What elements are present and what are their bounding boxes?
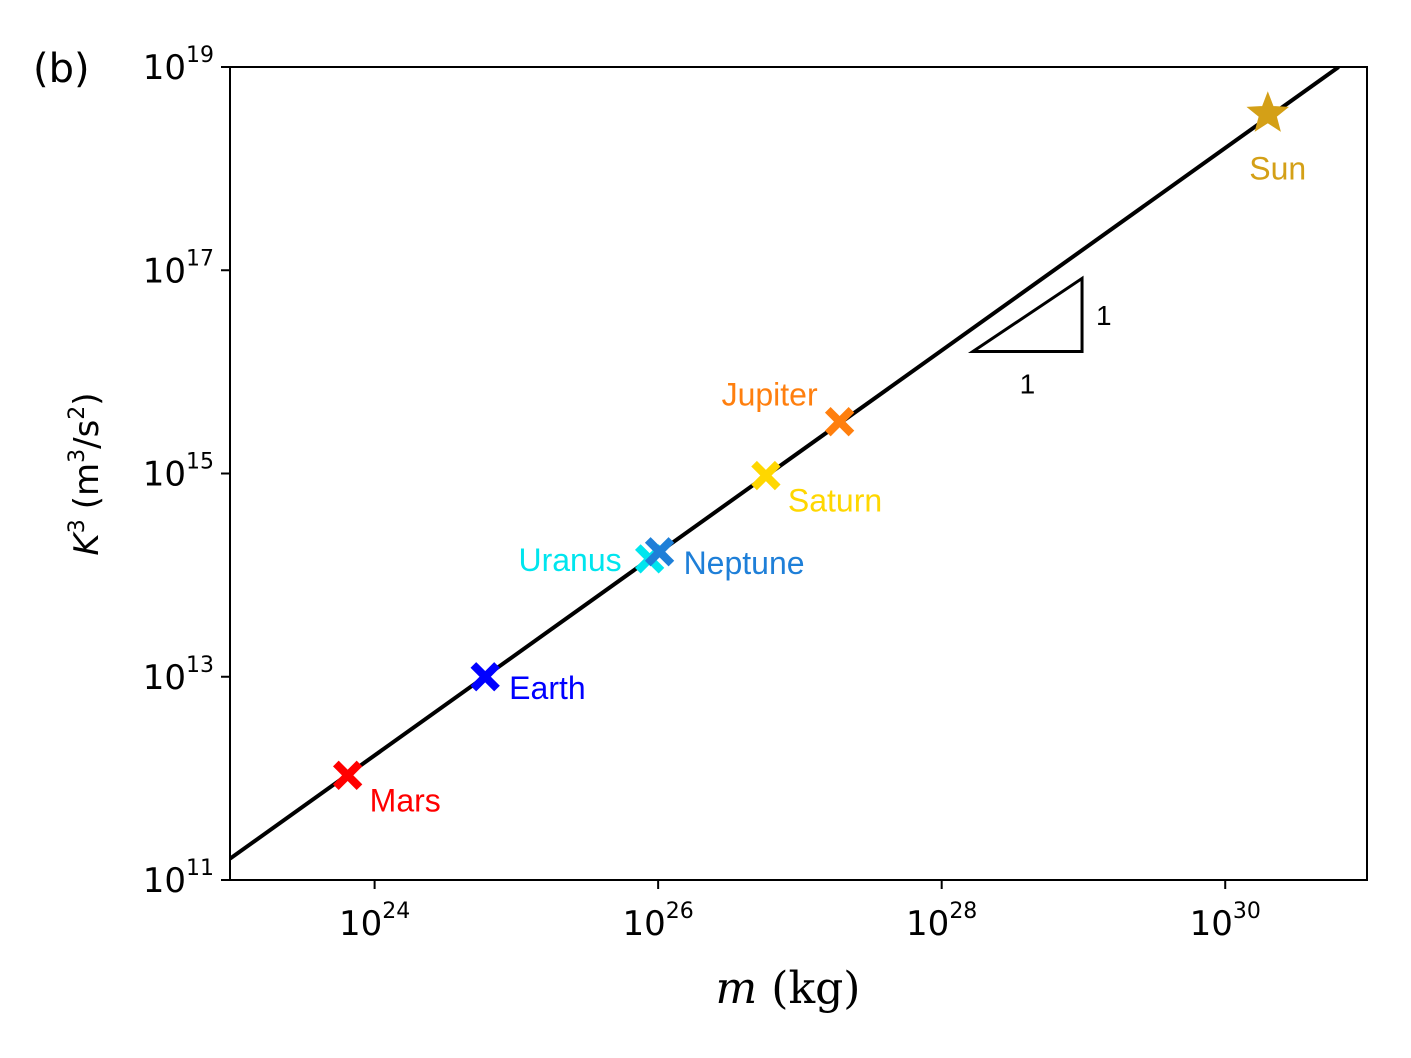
x-tick-label: 1030 xyxy=(1190,899,1261,944)
y-tick-label: 1015 xyxy=(143,450,214,495)
x-tick-label: 1024 xyxy=(339,899,410,944)
x-axis-label-unit: (kg) xyxy=(771,963,860,1014)
data-points: Mars Earth Uranus Neptune Saturn Jupiter Sun xyxy=(333,91,1306,818)
point-marker-stroke xyxy=(824,407,855,437)
x-tick-label-exp: 30 xyxy=(1233,899,1261,924)
y-axis-label-unit-post: ) xyxy=(67,392,107,405)
point-neptune-x-marker xyxy=(644,537,675,567)
point-earth-x-marker xyxy=(470,662,500,692)
axes-frame xyxy=(229,66,1368,881)
point-sun-star-marker xyxy=(1246,91,1290,132)
y-axis-label: K3(m3/s2) xyxy=(65,392,107,555)
x-tick-label-exp: 26 xyxy=(666,899,694,924)
y-tick-label-exp: 11 xyxy=(186,856,214,881)
y-axis-label-unit-pow2: 2 xyxy=(65,406,90,420)
slope-triangle-shape xyxy=(967,275,1084,354)
y-tick-label: 1013 xyxy=(143,653,214,698)
fit-line-layer xyxy=(230,67,1340,861)
y-tick-label-base: 10 xyxy=(143,861,186,901)
x-axis-ticks: 1024 1026 1028 1030 xyxy=(339,880,1261,944)
x-tick-label-base: 10 xyxy=(1190,904,1233,944)
slope-run-label: 1 xyxy=(1020,369,1036,400)
x-tick-label: 1028 xyxy=(906,899,977,944)
point-marker-stroke xyxy=(470,662,500,692)
slope-triangle: 11 xyxy=(967,275,1112,400)
fit-line xyxy=(230,67,1340,861)
y-axis-label-power: 3 xyxy=(65,519,90,533)
x-tick-label-base: 10 xyxy=(906,904,949,944)
panel-label: (b) xyxy=(33,46,90,92)
y-tick-label-exp: 19 xyxy=(186,43,214,68)
point-saturn-x-marker xyxy=(751,460,781,491)
point-label-neptune: Neptune xyxy=(684,545,805,581)
x-axis-label-var: m xyxy=(716,963,758,1014)
y-axis-label-var: K xyxy=(67,531,107,556)
point-label-sun: Sun xyxy=(1249,151,1306,187)
x-tick-label-exp: 28 xyxy=(949,899,977,924)
y-tick-label-base: 10 xyxy=(143,48,186,88)
y-tick-label-base: 10 xyxy=(143,455,186,495)
point-label-uranus: Uranus xyxy=(518,542,621,578)
point-jupiter-x-marker xyxy=(824,407,855,437)
y-tick-label: 1011 xyxy=(143,856,214,901)
point-label-mars: Mars xyxy=(370,782,441,818)
point-label-earth: Earth xyxy=(509,670,585,706)
x-tick-label-base: 10 xyxy=(623,904,666,944)
y-tick-label-exp: 17 xyxy=(186,246,214,271)
x-axis-label: m (kg) xyxy=(716,963,861,1014)
y-tick-label-exp: 13 xyxy=(186,653,214,678)
x-tick-label-exp: 24 xyxy=(382,899,410,924)
point-mars-x-marker xyxy=(333,760,363,790)
y-tick-label: 1019 xyxy=(143,43,214,88)
point-label-jupiter: Jupiter xyxy=(722,377,818,413)
x-tick-label-base: 10 xyxy=(339,904,382,944)
point-marker-stroke xyxy=(751,460,781,491)
point-marker-stroke xyxy=(333,760,363,790)
point-marker-stroke xyxy=(644,537,675,567)
y-tick-label-base: 10 xyxy=(143,658,186,698)
y-axis-label-unit-pre: (m xyxy=(67,463,107,509)
slope-rise-label: 1 xyxy=(1096,300,1112,331)
x-tick-label: 1026 xyxy=(623,899,694,944)
y-axis-label-unit-pow1: 3 xyxy=(65,449,90,463)
y-tick-label: 1017 xyxy=(143,246,214,291)
y-tick-label-exp: 15 xyxy=(186,450,214,475)
y-tick-label-base: 10 xyxy=(143,251,186,291)
y-axis-label-unit-mid: /s xyxy=(67,420,107,449)
point-label-saturn: Saturn xyxy=(788,483,882,519)
